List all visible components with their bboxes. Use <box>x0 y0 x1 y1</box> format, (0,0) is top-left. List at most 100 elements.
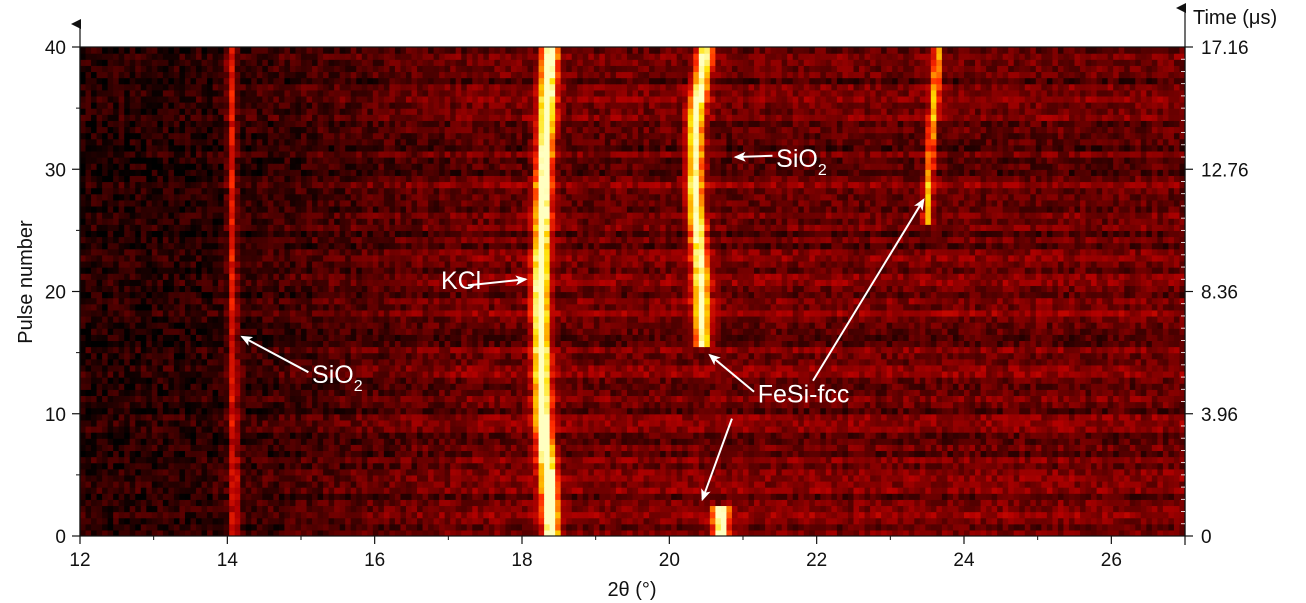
heatmap-cell <box>908 480 915 488</box>
heatmap-cell <box>964 487 971 494</box>
heatmap-cell <box>273 517 280 525</box>
heatmap-cell <box>533 523 540 531</box>
heatmap-cell <box>533 438 540 445</box>
heatmap-cell <box>439 438 446 445</box>
heatmap-cell <box>444 511 451 519</box>
heatmap-cell <box>483 444 490 452</box>
heatmap-cell <box>477 432 484 439</box>
heatmap-cell <box>262 480 269 488</box>
heatmap-cell <box>328 383 335 390</box>
heatmap-cell <box>466 493 473 500</box>
heatmap-cell <box>919 480 926 488</box>
heatmap-cell <box>80 505 87 513</box>
heatmap-cell <box>632 401 639 409</box>
heatmap-cell <box>1146 450 1153 458</box>
heatmap-cell <box>560 487 567 494</box>
heatmap-cell <box>350 425 357 433</box>
heatmap-cell <box>472 505 479 513</box>
heatmap-cell <box>273 529 280 536</box>
heatmap-cell <box>825 487 833 494</box>
heatmap-cell <box>660 425 667 433</box>
heatmap-cell <box>693 444 700 452</box>
heatmap-cell <box>715 401 722 409</box>
heatmap-cell <box>229 450 236 458</box>
heatmap-cell <box>439 425 446 433</box>
heatmap-cell <box>1030 511 1037 519</box>
heatmap-cell <box>301 487 308 494</box>
heatmap-cell <box>1151 493 1158 500</box>
heatmap-cell <box>245 468 252 476</box>
heatmap-cell <box>831 517 838 525</box>
heatmap-cell <box>577 395 584 403</box>
heatmap-cell <box>914 407 921 415</box>
heatmap-cell <box>941 517 949 525</box>
heatmap-cell <box>660 383 667 390</box>
heatmap-cell <box>118 517 125 525</box>
heatmap-cell <box>798 462 805 470</box>
heatmap-cell <box>638 395 645 403</box>
heatmap-cell <box>218 456 225 464</box>
heatmap-cell <box>715 523 722 531</box>
heatmap-cell <box>1102 456 1109 464</box>
heatmap-cell <box>1074 425 1081 433</box>
heatmap-cell <box>930 389 937 397</box>
heatmap-cell <box>886 425 893 433</box>
heatmap-cell <box>687 419 694 427</box>
heatmap-cell <box>1030 432 1037 439</box>
heatmap-cell <box>897 474 904 482</box>
heatmap-cell <box>853 419 860 427</box>
heatmap-cell <box>411 407 418 415</box>
heatmap-cell <box>709 511 716 519</box>
heatmap-cell <box>599 419 606 427</box>
heatmap-cell <box>859 419 866 427</box>
heatmap-cell <box>1085 493 1092 500</box>
heatmap-cell <box>864 468 871 476</box>
heatmap-cell <box>411 419 418 427</box>
heatmap-cell <box>162 395 170 403</box>
heatmap-cell <box>229 419 236 427</box>
heatmap-cell <box>113 395 120 403</box>
heatmap-cell <box>201 487 208 494</box>
heatmap-cell <box>516 450 523 458</box>
heatmap-cell <box>555 493 562 500</box>
heatmap-cell <box>334 407 341 415</box>
heatmap-cell <box>80 413 87 421</box>
heatmap-cell <box>615 389 623 397</box>
heatmap-cell <box>278 505 286 513</box>
heatmap-cell <box>831 462 838 470</box>
heatmap-cell <box>190 499 197 507</box>
heatmap-cell <box>339 462 346 470</box>
heatmap-cell <box>936 456 943 464</box>
heatmap-cell <box>361 474 368 482</box>
heatmap-cell <box>1024 401 1031 409</box>
heatmap-cell <box>328 407 335 415</box>
heatmap-cell <box>599 389 606 397</box>
heatmap-cell <box>1146 425 1153 433</box>
heatmap-cell <box>157 480 164 488</box>
heatmap-cell <box>638 517 645 525</box>
heatmap-cell <box>107 468 114 476</box>
heatmap-cell <box>433 505 440 513</box>
heatmap-cell <box>814 425 821 433</box>
heatmap-cell <box>124 438 131 445</box>
heatmap-cell <box>383 456 391 464</box>
heatmap-cell <box>582 456 589 464</box>
heatmap-cell <box>400 517 407 525</box>
heatmap-cell <box>494 517 501 525</box>
heatmap-cell <box>836 529 844 536</box>
heatmap-cell <box>919 474 926 482</box>
heatmap-cell <box>1035 493 1042 500</box>
heatmap-cell <box>720 462 728 470</box>
heatmap-cell <box>676 407 683 415</box>
heatmap-cell <box>754 474 761 482</box>
heatmap-cell <box>488 401 495 409</box>
heatmap-cell <box>1057 462 1065 470</box>
heatmap-cell <box>759 456 766 464</box>
heatmap-cell <box>345 505 352 513</box>
heatmap-cell <box>897 517 904 525</box>
heatmap-cell <box>466 407 473 415</box>
heatmap-cell <box>665 474 672 482</box>
heatmap-cell <box>455 517 462 525</box>
heatmap-cell <box>914 419 921 427</box>
heatmap-cell <box>941 468 949 476</box>
